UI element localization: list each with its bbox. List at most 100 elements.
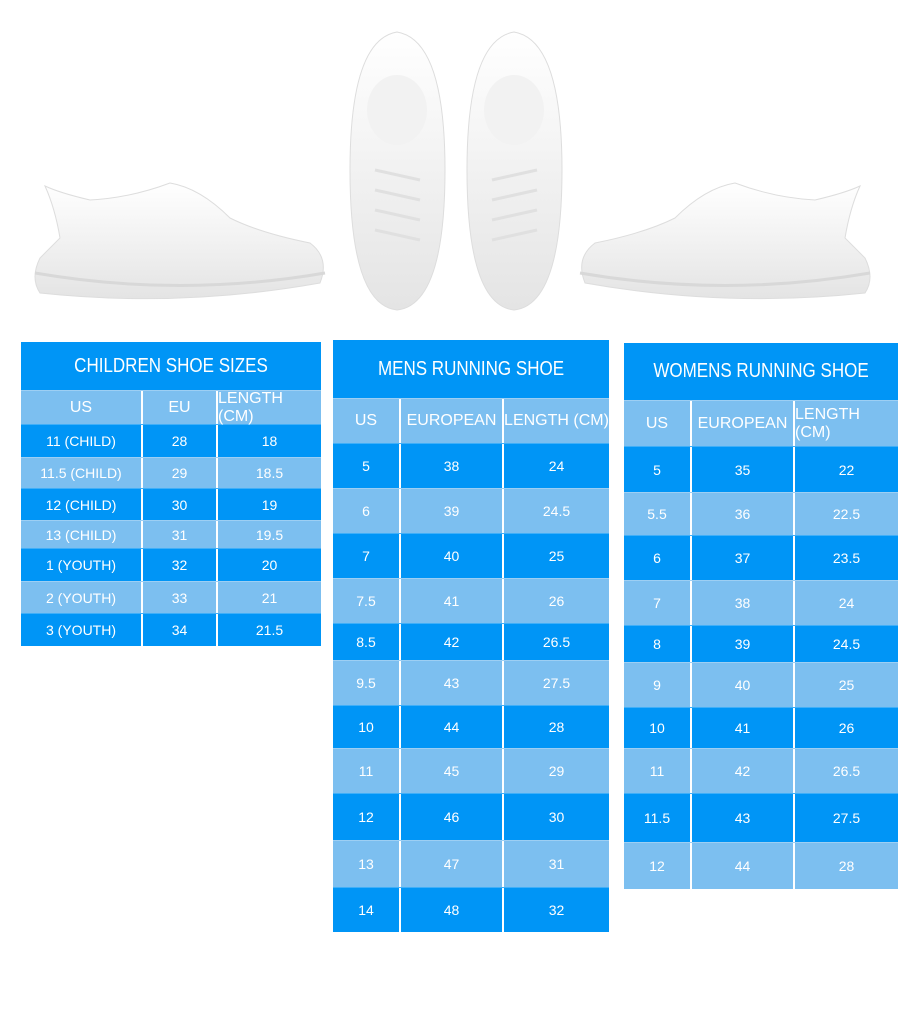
- table-cell: 25: [793, 663, 898, 707]
- table-cell: 43: [399, 661, 502, 705]
- table-row: 9 40 25: [624, 662, 898, 707]
- table-cell: 40: [399, 534, 502, 578]
- table-row: 2 (YOUTH) 33 21: [21, 581, 321, 613]
- table-row: 8.5 42 26.5: [333, 623, 609, 660]
- table-row: 13 47 31: [333, 840, 609, 887]
- sneaker-side-left-image: [34, 182, 326, 300]
- table-cell: 30: [502, 794, 609, 840]
- table-cell: 27.5: [502, 661, 609, 705]
- table-row: 11 (CHILD) 28 18: [21, 424, 321, 457]
- table-row: 5 38 24: [333, 443, 609, 488]
- table-cell: 24: [502, 444, 609, 488]
- table-row: 6 39 24.5: [333, 488, 609, 533]
- table-cell: 21: [216, 582, 321, 613]
- table-row: 7 40 25: [333, 533, 609, 578]
- table-cell: 6: [653, 550, 661, 566]
- column-header: US: [645, 414, 669, 432]
- table-cell: 30: [141, 489, 216, 520]
- sneaker-top-right-image: [466, 31, 563, 311]
- table-row: 1 (YOUTH) 32 20: [21, 548, 321, 581]
- table-cell: 12: [358, 809, 374, 825]
- table-row: 9.5 43 27.5: [333, 660, 609, 705]
- table-cell: 41: [399, 579, 502, 623]
- table-cell: 9.5: [356, 675, 376, 691]
- table-cell: 20: [216, 549, 321, 581]
- table-cell: 29: [502, 749, 609, 793]
- table-cell: 44: [399, 706, 502, 748]
- children-size-table: CHILDREN SHOE SIZES US EU LENGTH (CM) 11 (CH…: [21, 342, 321, 646]
- sneaker-side-right-image: [579, 182, 871, 300]
- table-row: 14 48 32: [333, 887, 609, 932]
- table-cell: 45: [399, 749, 502, 793]
- table-title: WOMENS RUNNING SHOE: [644, 343, 878, 400]
- table-cell: 11.5 (CHILD): [40, 465, 122, 481]
- table-cell: 36: [690, 493, 793, 535]
- table-cell: 32: [502, 888, 609, 932]
- table-cell: 32: [141, 549, 216, 581]
- table-cell: 39: [399, 489, 502, 533]
- table-row: 11.5 (CHILD) 29 18.5: [21, 457, 321, 488]
- table-cell: 37: [690, 536, 793, 580]
- table-cell: 13: [358, 856, 374, 872]
- table-cell: 24: [793, 581, 898, 625]
- table-cell: 5: [653, 461, 661, 478]
- column-header: US: [354, 412, 378, 429]
- table-cell: 10: [649, 720, 665, 736]
- table-cell: 28: [141, 425, 216, 457]
- mens-table-title-bar: MENS RUNNING SHOE: [333, 340, 609, 398]
- column-header: US: [69, 398, 93, 416]
- children-table-title-bar: CHILDREN SHOE SIZES: [21, 342, 321, 390]
- table-cell: 12: [649, 858, 665, 874]
- table-cell: 18: [216, 425, 321, 457]
- table-cell: 26.5: [793, 749, 898, 793]
- table-cell: 38: [690, 581, 793, 625]
- table-cell: 33: [141, 582, 216, 613]
- table-cell: 10: [358, 719, 374, 735]
- header-row: US EUROPEAN LENGTH (CM): [333, 398, 609, 443]
- table-cell: 11 (CHILD): [46, 433, 116, 449]
- table-cell: 24.5: [502, 489, 609, 533]
- table-cell: 5: [362, 458, 370, 474]
- table-cell: 22: [793, 447, 898, 492]
- table-cell: 31: [141, 521, 216, 548]
- table-cell: 28: [502, 706, 609, 748]
- table-row: 12 46 30: [333, 793, 609, 840]
- table-cell: 12 (CHILD): [45, 496, 117, 513]
- table-cell: 5.5: [647, 506, 667, 522]
- table-cell: 18.5: [216, 458, 321, 488]
- table-cell: 46: [399, 794, 502, 840]
- table-row: 11 42 26.5: [624, 748, 898, 793]
- table-title: MENS RUNNING SHOE: [353, 340, 589, 398]
- table-cell: 13 (CHILD): [45, 526, 117, 543]
- table-cell: 31: [502, 841, 609, 887]
- table-cell: 14: [358, 902, 374, 918]
- table-cell: 6: [362, 503, 370, 519]
- table-row: 6 37 23.5: [624, 535, 898, 580]
- table-row: 12 (CHILD) 30 19: [21, 488, 321, 520]
- table-cell: 38: [399, 444, 502, 488]
- column-header: LENGTH (CM): [793, 401, 898, 446]
- mens-size-table: MENS RUNNING SHOE US EUROPEAN LENGTH (CM) 5 3…: [333, 340, 609, 932]
- table-cell: 19: [216, 489, 321, 520]
- table-cell: 9: [653, 677, 661, 693]
- table-row: 10 44 28: [333, 705, 609, 748]
- table-cell: 41: [690, 708, 793, 748]
- column-header: EUROPEAN: [399, 399, 502, 443]
- table-row: 12 44 28: [624, 842, 898, 889]
- table-cell: 24.5: [793, 626, 898, 662]
- table-cell: 26.5: [502, 624, 609, 660]
- table-row: 5.5 36 22.5: [624, 492, 898, 535]
- table-cell: 7: [653, 595, 661, 611]
- table-row: 5 35 22: [624, 446, 898, 492]
- table-cell: 29: [141, 458, 216, 488]
- table-cell: 40: [690, 663, 793, 707]
- table-cell: 27.5: [793, 794, 898, 842]
- table-cell: 21.5: [216, 614, 321, 646]
- table-cell: 19.5: [216, 521, 321, 548]
- table-cell: 2 (YOUTH): [46, 589, 116, 606]
- table-cell: 26: [502, 579, 609, 623]
- table-cell: 3 (YOUTH): [46, 622, 116, 638]
- table-cell: 43: [690, 794, 793, 842]
- sneaker-top-left-image: [349, 31, 446, 311]
- table-cell: 28: [793, 843, 898, 889]
